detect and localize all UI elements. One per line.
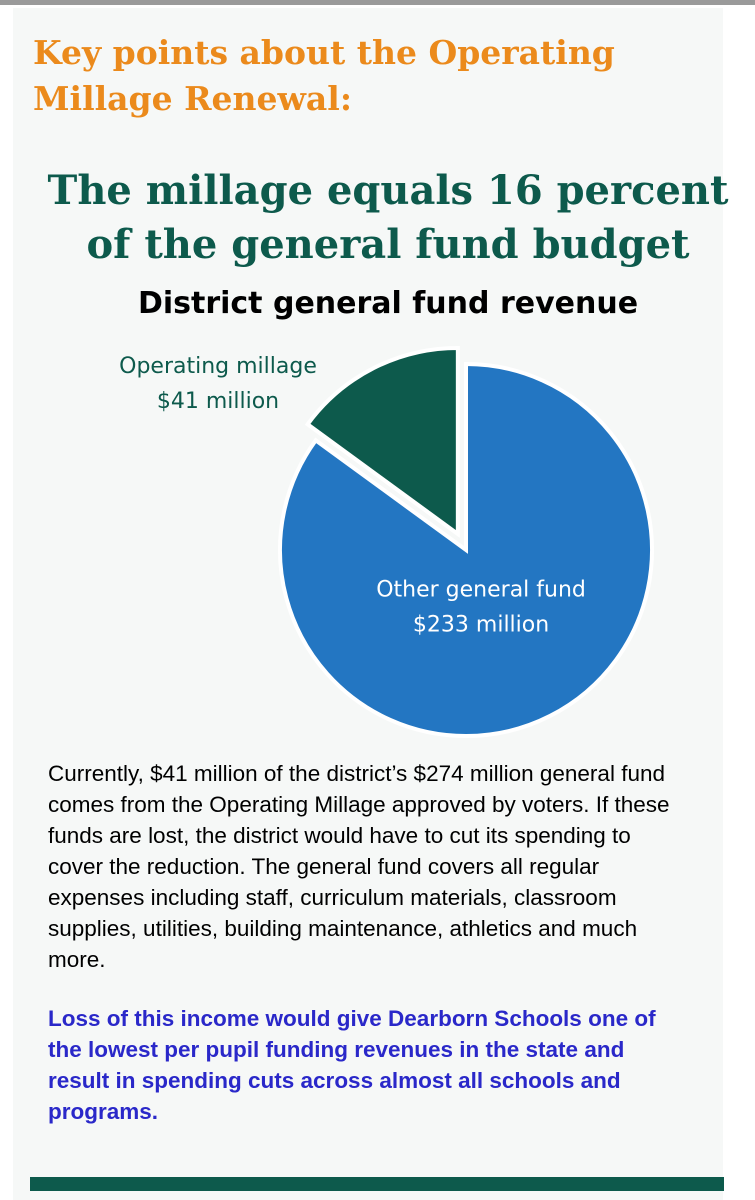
slice-label-other-general-fund: Other general fund — [376, 577, 586, 602]
kicker-heading: Key points about the Operating Millage R… — [33, 33, 615, 118]
slice-value-other-general-fund: $233 million — [413, 612, 549, 637]
slice-value-operating-millage: $41 million — [157, 389, 279, 414]
top-rule — [0, 0, 755, 5]
headline: The millage equals 16 percent of the gen… — [47, 167, 729, 268]
callout-paragraph: Loss of this income would give Dearborn … — [48, 1006, 656, 1124]
pie-slice-other-general-fund — [278, 361, 654, 738]
bottom-bar — [30, 1177, 724, 1191]
body-paragraph: Currently, $41 million of the district’s… — [48, 761, 670, 972]
slice-label-operating-millage: Operating millage — [119, 354, 317, 379]
chart-title: District general fund revenue — [137, 286, 639, 321]
pie-slice-operating-millage — [304, 345, 460, 538]
